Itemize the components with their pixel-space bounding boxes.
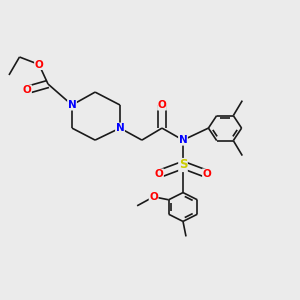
Text: O: O (149, 192, 158, 202)
Text: O: O (158, 100, 166, 110)
Text: N: N (68, 100, 76, 110)
Text: O: O (202, 169, 211, 179)
Text: O: O (22, 85, 32, 95)
Text: O: O (154, 169, 164, 179)
Text: O: O (34, 59, 43, 70)
Text: N: N (178, 135, 188, 145)
Text: S: S (179, 158, 187, 172)
Text: N: N (116, 123, 124, 133)
